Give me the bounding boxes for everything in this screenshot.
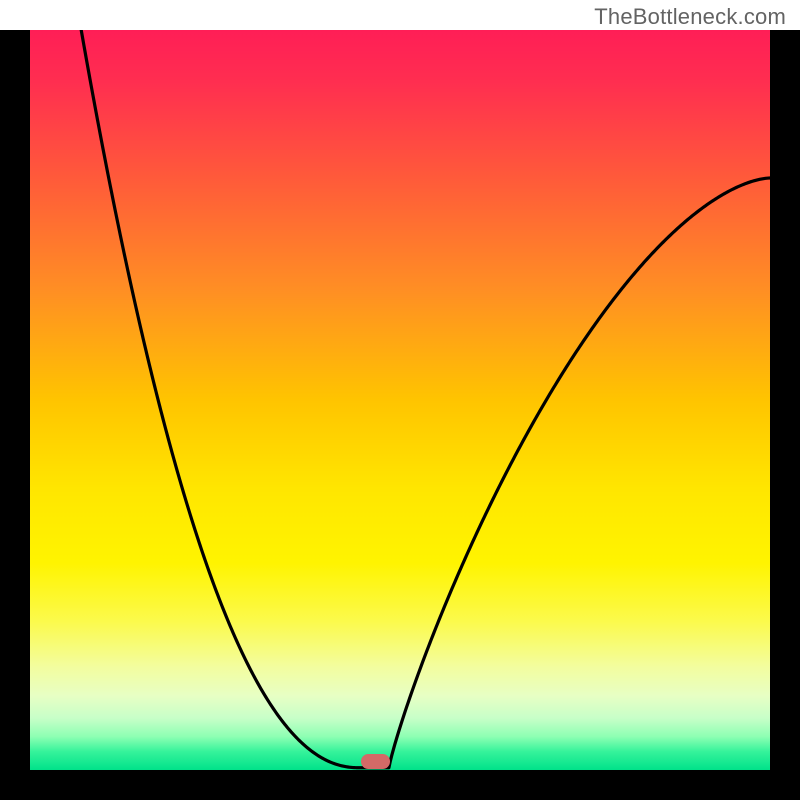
- chart-frame: [0, 30, 800, 800]
- watermark-text: TheBottleneck.com: [594, 4, 786, 30]
- trough-marker: [361, 754, 391, 769]
- stage: TheBottleneck.com: [0, 0, 800, 800]
- bottleneck-curve-canvas: [30, 30, 770, 770]
- plot-area: [30, 30, 770, 770]
